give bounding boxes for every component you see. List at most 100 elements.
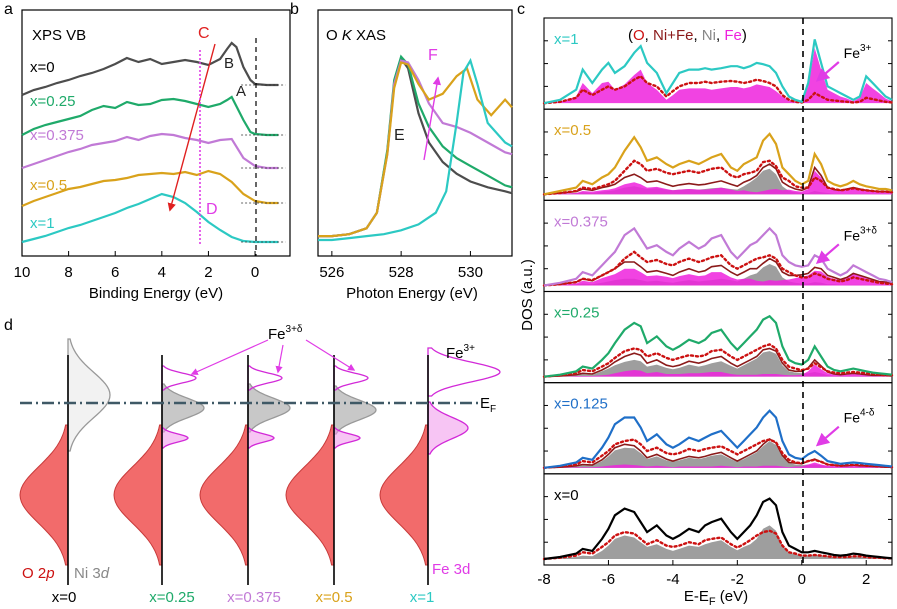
dos-fe-area-0 bbox=[544, 48, 892, 104]
panel-label-b: b bbox=[290, 1, 299, 18]
delta-arrow-2 bbox=[275, 344, 284, 374]
dos-fe-area-1 bbox=[544, 170, 892, 195]
ni3d-band-3 bbox=[333, 385, 377, 435]
dos-panel-label-3: x=0.25 bbox=[554, 305, 599, 322]
dos-fe-area-2 bbox=[544, 268, 892, 286]
dos-tick-label-5: 2 bbox=[862, 571, 870, 588]
panel-label-a: a bbox=[4, 1, 13, 18]
dos-fe-area-4 bbox=[544, 462, 892, 468]
xps-series-label-4: x=1 bbox=[30, 215, 55, 232]
xps-line-2 bbox=[21, 132, 279, 170]
annotation-d: D bbox=[206, 201, 218, 218]
diagram-column-labels: x=0 x=0.25 x=0.375 x=0.5 x=1 bbox=[52, 589, 435, 606]
xps-series-labels: x=0 x=0.25 x=0.375 x=0.5 x=1 bbox=[30, 59, 84, 232]
dos-annotation-arrow-0 bbox=[815, 61, 840, 82]
xas-line-0 bbox=[318, 56, 513, 238]
c-arrow bbox=[167, 43, 216, 212]
dos-subpanels: x=1 Fe3+ x=0.5 x=0.375 Fe3+δ x=0.25 x=0.125 Fe4… bbox=[542, 17, 894, 566]
dos-total-line-1 bbox=[543, 132, 893, 196]
annotation-b: B bbox=[224, 55, 234, 72]
xps-tick-label-4: 2 bbox=[204, 264, 212, 281]
band-diagram-panel: EF Fe3+ Fe3+δ O 2p Ni 3d Fe 3d x=0 x=0.25… bbox=[19, 324, 501, 606]
xps-vb-panel: XPS VB 10 8 6 4 2 0 Binding Energy (eV) C B A… bbox=[14, 9, 291, 302]
fe-upper-band-3 bbox=[333, 365, 369, 391]
dos-panel: x=1 Fe3+ x=0.5 x=0.375 Fe3+δ x=0.25 x=0.125 Fe4… bbox=[519, 17, 894, 608]
xps-series-label-3: x=0.5 bbox=[30, 177, 67, 194]
dos-annotation-4: Fe4-δ bbox=[844, 408, 875, 426]
dos-total-line-3 bbox=[543, 314, 893, 378]
dos-tick-label-0: -8 bbox=[537, 571, 550, 588]
xps-tick-label-2: 6 bbox=[111, 264, 119, 281]
xas-tick-label-2: 530 bbox=[458, 264, 483, 281]
xps-series-label-2: x=0.375 bbox=[30, 127, 84, 144]
xps-tick-label-0: 10 bbox=[14, 264, 31, 281]
xas-plot-frame bbox=[317, 9, 513, 257]
o2p-band-4 bbox=[379, 424, 429, 566]
fe-upper-band-1 bbox=[161, 365, 197, 391]
xps-title: XPS VB bbox=[32, 27, 86, 44]
dos-tick-label-2: -4 bbox=[666, 571, 679, 588]
fe-upper-band-4 bbox=[427, 347, 501, 397]
dos-y-axis-label: DOS (a.u.) bbox=[519, 259, 536, 331]
dos-total-line-5 bbox=[543, 497, 893, 561]
dos-total-line-4 bbox=[543, 409, 893, 469]
f-arrow bbox=[423, 76, 442, 161]
dos-o-line-4 bbox=[542, 438, 894, 469]
diagram-column-label-0: x=0 bbox=[52, 589, 77, 606]
xas-title: O K XAS bbox=[326, 27, 386, 44]
dos-x-ticks: -8 -6 -4 -2 0 2 bbox=[537, 560, 870, 588]
fe3d-delta-label: Fe3+δ bbox=[268, 324, 303, 343]
panel-label-d: d bbox=[4, 317, 13, 334]
o2p-label: O 2p bbox=[22, 565, 55, 582]
dos-panel-label-5: x=0 bbox=[554, 487, 579, 504]
xps-tick-label-3: 4 bbox=[158, 264, 166, 281]
annotation-f: F bbox=[428, 47, 438, 64]
xas-x-axis-label: Photon Energy (eV) bbox=[346, 285, 478, 302]
dos-tick-label-3: -2 bbox=[731, 571, 744, 588]
delta-arrow-3 bbox=[305, 339, 356, 371]
dos-ni-area-5 bbox=[544, 525, 892, 559]
diagram-column-label-2: x=0.375 bbox=[227, 589, 281, 606]
xas-x-ticks: 526 528 530 bbox=[319, 251, 483, 281]
dos-annotation-0: Fe3+ bbox=[844, 43, 872, 61]
dos-annotation-arrow-2 bbox=[815, 243, 840, 265]
ni3d-band-0 bbox=[67, 338, 111, 452]
dos-tick-label-4: 0 bbox=[798, 571, 806, 588]
dos-panel-label-0: x=1 bbox=[554, 31, 579, 48]
dos-legend: (O, Ni+Fe, Ni, Fe) bbox=[628, 27, 747, 44]
fe-lower-band-1 bbox=[161, 427, 189, 449]
o2p-band-3 bbox=[285, 424, 335, 566]
fe-lower-band-4 bbox=[427, 401, 469, 455]
dos-panel-label-2: x=0.375 bbox=[554, 213, 608, 230]
xps-tick-label-1: 8 bbox=[64, 264, 72, 281]
xas-line-4 bbox=[318, 57, 513, 242]
dos-panel-label-1: x=0.5 bbox=[554, 122, 591, 139]
xps-series-group bbox=[21, 41, 286, 244]
xps-tick-label-5: 0 bbox=[251, 264, 259, 281]
diagram-column-label-1: x=0.25 bbox=[149, 589, 194, 606]
fe3d-label: Fe 3d bbox=[432, 561, 470, 578]
o2p-band-1 bbox=[113, 424, 163, 566]
dos-o-line-0 bbox=[542, 74, 894, 105]
dos-o-line-5 bbox=[542, 529, 894, 561]
xas-panel: O K XAS 526 528 530 Photon Energy (eV) F E bbox=[317, 9, 513, 302]
xps-x-ticks: 10 8 6 4 2 0 bbox=[14, 251, 259, 281]
ni3d-label: Ni 3d bbox=[74, 565, 110, 582]
xps-series-label-1: x=0.25 bbox=[30, 93, 75, 110]
dos-o-line-2 bbox=[542, 250, 894, 287]
annotation-c: C bbox=[198, 25, 210, 42]
xps-line-4 bbox=[21, 192, 279, 244]
dos-x-axis-label: E-EF (eV) bbox=[684, 588, 748, 608]
dos-o-line-3 bbox=[542, 343, 894, 378]
dos-fe-area-3 bbox=[544, 364, 892, 377]
xas-line-1 bbox=[318, 54, 513, 238]
band-diagram bbox=[19, 338, 501, 585]
xps-line-0 bbox=[21, 41, 279, 97]
xps-line-3 bbox=[21, 169, 279, 208]
xas-line-3 bbox=[318, 61, 513, 238]
fe-lower-band-3 bbox=[333, 427, 361, 449]
dos-annotation-2: Fe3+δ bbox=[844, 225, 878, 243]
xas-tick-label-1: 528 bbox=[389, 264, 414, 281]
dos-o-line-1 bbox=[542, 159, 894, 196]
